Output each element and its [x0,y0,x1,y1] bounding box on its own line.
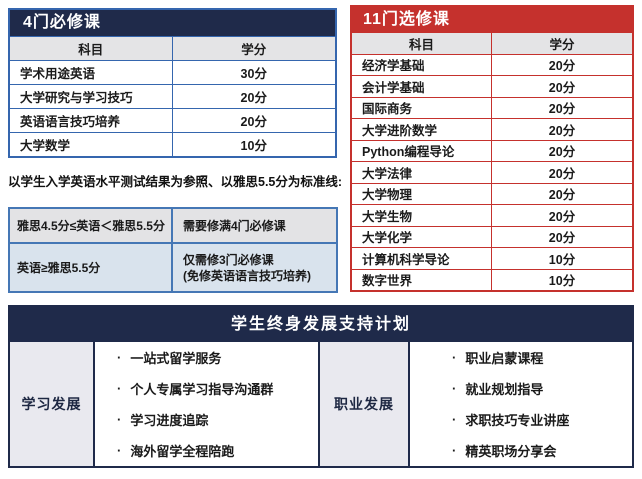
table-header-row: 科目 学分 [10,36,335,60]
course-subject-cell: 大学进阶数学 [352,119,492,140]
course-subject-cell: 计算机科学导论 [352,248,492,269]
section-label-career: 职业发展 [320,342,410,466]
course-credits-cell: 20分 [548,231,576,246]
table-row: 英语语言技巧培养 20分 [10,108,335,132]
table-row: 学术用途英语 30分 [10,60,335,84]
list-item-text: 求职技巧专业讲座 [465,413,570,428]
table-row: 大学物理 20分 [352,182,632,204]
table-row: 计算机科学导论 10分 [352,247,632,269]
support-plan-body: 学习发展 · 一站式留学服务 · 个人专属学习指导沟通群 · 学习进度追踪 · … [10,342,632,466]
table-row: 大学生物 20分 [352,204,632,226]
column-header-credits: 学分 [241,43,267,57]
column-header-subject: 科目 [10,37,173,60]
bullet-icon: · [452,412,457,427]
requirement-text: 需要修满4门必修课 [183,218,286,233]
table-row: 大学研究与学习技巧 20分 [10,84,335,108]
course-credits-cell: 10分 [240,139,267,153]
list-item-text: 海外留学全程陪跑 [130,444,235,459]
table-row: 会计学基础 20分 [352,75,632,97]
course-credits-cell: 20分 [548,166,576,181]
ielts-requirement-cell: 需要修满4门必修课 [173,209,336,242]
course-subject-cell: 大学数学 [10,133,173,156]
section-label-study: 学习发展 [10,342,95,466]
course-credits-cell: 20分 [548,123,576,138]
requirement-text: 仅需修3门必修课 [183,252,274,267]
course-credits-cell: 20分 [548,80,576,95]
course-subject-cell: 大学化学 [352,226,492,247]
list-item-text: 一站式留学服务 [130,351,222,366]
ielts-rules-table: 雅思4.5分≤英语＜雅思5.5分 需要修满4门必修课 英语≥雅思5.5分 仅需修… [8,207,338,293]
bullet-icon: · [117,381,122,396]
requirement-note: (免修英语语言技巧培养) [183,268,311,283]
column-header-credits: 学分 [549,37,575,52]
course-subject-cell: 数字世界 [352,269,492,290]
support-plan-title: 学生终身发展支持计划 [10,307,632,342]
course-subject-cell: 会计学基础 [352,76,492,97]
course-credits-cell: 20分 [240,115,267,129]
required-courses-table: 4门必修课 科目 学分 学术用途英语 30分 大学研究与学习技巧 20分 英语语… [8,8,337,158]
list-item-text: 职业启蒙课程 [465,351,544,366]
course-credits-cell: 20分 [548,102,576,117]
table-header-row: 科目 学分 [352,32,632,54]
bullet-icon: · [117,412,122,427]
course-credits-cell: 20分 [548,145,576,160]
required-courses-title: 4门必修课 [10,10,335,36]
course-subject-cell: 学术用途英语 [10,61,173,84]
study-development-list: · 一站式留学服务 · 个人专属学习指导沟通群 · 学习进度追踪 · 海外留学全… [95,342,320,466]
course-credits-cell: 30分 [240,67,267,81]
course-credits-cell: 20分 [240,91,267,105]
elective-courses-title: 11门选修课 [352,7,632,32]
career-development-list: · 职业启蒙课程 · 就业规划指导 · 求职技巧专业讲座 · 精英职场分享会 [410,342,632,466]
list-item: · 求职技巧专业讲座 [452,410,632,429]
bullet-icon: · [452,350,457,365]
list-item: · 海外留学全程陪跑 [117,441,318,460]
list-item-text: 学习进度追踪 [130,413,209,428]
column-header-subject: 科目 [352,33,492,54]
list-item-text: 精英职场分享会 [465,444,557,459]
course-credits-cell: 20分 [548,59,576,74]
bullet-icon: · [117,350,122,365]
bullet-icon: · [452,381,457,396]
list-item-text: 就业规划指导 [465,382,544,397]
table-row: 数字世界 10分 [352,268,632,290]
list-item: · 一站式留学服务 [117,348,318,367]
table-row: 大学法律 20分 [352,161,632,183]
course-credits-cell: 10分 [548,252,576,267]
course-subject-cell: 大学生物 [352,205,492,226]
bullet-icon: · [117,443,122,458]
course-subject-cell: Python编程导论 [352,140,492,161]
elective-courses-table: 11门选修课 科目 学分 经济学基础 20分 会计学基础 20分 国际商务 20… [350,5,634,292]
table-row: 英语≥雅思5.5分 仅需修3门必修课 (免修英语语言技巧培养) [10,242,336,291]
ielts-standard-note: 以学生入学英语水平测试结果为参照、以雅思5.5分为标准线: [8,175,343,189]
table-row: 国际商务 20分 [352,96,632,118]
list-item: · 个人专属学习指导沟通群 [117,379,318,398]
table-row: 大学进阶数学 20分 [352,118,632,140]
list-item: · 职业启蒙课程 [452,348,632,367]
course-subject-cell: 大学法律 [352,162,492,183]
course-subject-cell: 英语语言技巧培养 [10,109,173,132]
course-credits-cell: 10分 [548,274,576,289]
list-item: · 精英职场分享会 [452,441,632,460]
table-row: 大学化学 20分 [352,225,632,247]
bullet-icon: · [452,443,457,458]
table-row: 雅思4.5分≤英语＜雅思5.5分 需要修满4门必修课 [10,209,336,242]
course-subject-cell: 大学物理 [352,183,492,204]
table-row: 大学数学 10分 [10,132,335,156]
ielts-condition-cell: 英语≥雅思5.5分 [10,244,173,291]
course-subject-cell: 大学研究与学习技巧 [10,85,173,108]
list-item: · 就业规划指导 [452,379,632,398]
course-subject-cell: 国际商务 [352,97,492,118]
course-credits-cell: 20分 [548,188,576,203]
support-plan-panel: 学生终身发展支持计划 学习发展 · 一站式留学服务 · 个人专属学习指导沟通群 … [8,305,634,468]
table-row: Python编程导论 20分 [352,139,632,161]
course-credits-cell: 20分 [548,209,576,224]
course-subject-cell: 经济学基础 [352,54,492,75]
ielts-requirement-cell: 仅需修3门必修课 (免修英语语言技巧培养) [173,244,336,291]
list-item: · 学习进度追踪 [117,410,318,429]
table-row: 经济学基础 20分 [352,53,632,75]
ielts-condition-cell: 雅思4.5分≤英语＜雅思5.5分 [10,209,173,242]
list-item-text: 个人专属学习指导沟通群 [130,382,274,397]
